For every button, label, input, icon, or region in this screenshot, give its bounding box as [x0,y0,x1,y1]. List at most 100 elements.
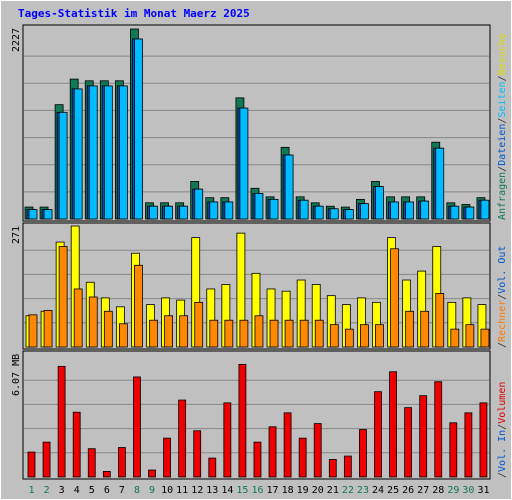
sites-bar [284,319,294,348]
day-labels: 1 2 3 4 5 6 7 8 9 10 11 12 13 14 15 16 17 18 19 20 21 22 23 24 2… [29,485,490,496]
sites-bar [134,264,143,348]
day-label: 23 [357,485,369,496]
volume-bar [72,411,81,478]
volume-bar [374,391,382,478]
right-legend: Anfragen/Dateien/Seiten/Besuche/Rechner/… [497,33,508,478]
volume-bar [42,441,51,478]
hits-bars [24,28,490,220]
day-label: 6 [104,485,110,496]
sites-bar [269,319,279,348]
pages-bar [149,205,158,220]
sites-bar [28,314,38,348]
sites-bar [480,328,490,348]
day-label: 20 [312,485,324,496]
day-label: 16 [251,485,263,496]
sites-bar [344,328,354,348]
volume-bar [479,402,488,478]
pages-bar [43,209,53,220]
legend-entry: / [497,166,508,172]
day-label: 24 [372,485,384,496]
pages-bar [194,188,204,220]
volume-bar [102,471,111,478]
pages-bar [405,201,415,220]
volume-bar [163,437,171,478]
pages-bar [420,200,430,220]
volume-bar [193,430,202,478]
day-label: 13 [206,485,218,496]
sites-bar [149,319,158,348]
hits-max-label: 2227 [11,28,22,52]
pages-bar [134,38,143,220]
volume-bar [298,437,307,478]
pages-bar [299,199,309,220]
legend-entry: Vol. In [497,430,508,472]
legend-entry: / [497,472,508,478]
day-label: 31 [477,485,489,496]
volume-bar [434,381,443,478]
day-label: 12 [191,485,203,496]
legend-entry: / [497,118,508,124]
sites-bar [194,301,204,348]
day-label: 19 [297,485,309,496]
pages-bar [329,208,339,220]
legend-entry: / [497,294,508,300]
day-label: 9 [149,485,155,496]
legend-entry: Anfragen [497,172,508,220]
day-label: 1 [29,485,35,496]
pages-bar [58,111,68,220]
legend-entry: Rechner [497,300,508,342]
sites-bar [390,248,399,348]
sites-bar [43,309,53,348]
volume-bar [449,422,458,478]
sites-bar [420,310,430,348]
pages-bar [179,205,189,220]
volume-bar [208,457,217,478]
day-label: 28 [432,485,444,496]
pages-bar [103,85,113,220]
day-label: 3 [59,485,65,496]
sites-bar [299,319,309,348]
sites-bar [450,328,460,348]
pages-bar [269,198,279,220]
volume-bar [57,365,66,478]
volume-bar [133,376,141,478]
pages-bar [450,205,460,220]
volume-bar [343,455,352,478]
sites-bar [329,324,339,348]
pages-bar [164,205,173,220]
pages-bar [390,201,399,220]
day-label: 11 [176,485,188,496]
sites-bar [465,324,475,348]
pages-bar [254,193,264,220]
day-label: 7 [119,485,125,496]
visits-bars [25,225,490,348]
pages-bar [88,85,98,220]
volume-bar [404,407,413,478]
volume-bar [419,395,428,478]
pages-bar [375,186,384,220]
volume-bar [359,429,367,478]
pages-bar [73,88,83,220]
sites-bar [179,315,189,348]
pages-bar [284,154,294,220]
day-label: 2 [44,485,50,496]
volume-bars [27,363,488,478]
pages-bar [360,203,369,220]
volume-bar [253,441,262,478]
sites-bar [73,288,83,348]
sites-bar [88,296,98,348]
volume-bar [268,426,277,478]
sites-bar [118,323,128,348]
legend-entry: / [497,75,508,81]
volume-bar [148,469,156,478]
sites-bar [254,315,264,348]
sites-bar [239,319,249,348]
pages-bar [239,107,249,220]
sites-bar [164,315,173,348]
volume-bar [464,412,473,478]
volume-bar [178,399,187,478]
sites-bar [360,324,369,348]
volume-bar [389,371,397,478]
legend-text: /Vol. In/Volumen [497,382,508,478]
